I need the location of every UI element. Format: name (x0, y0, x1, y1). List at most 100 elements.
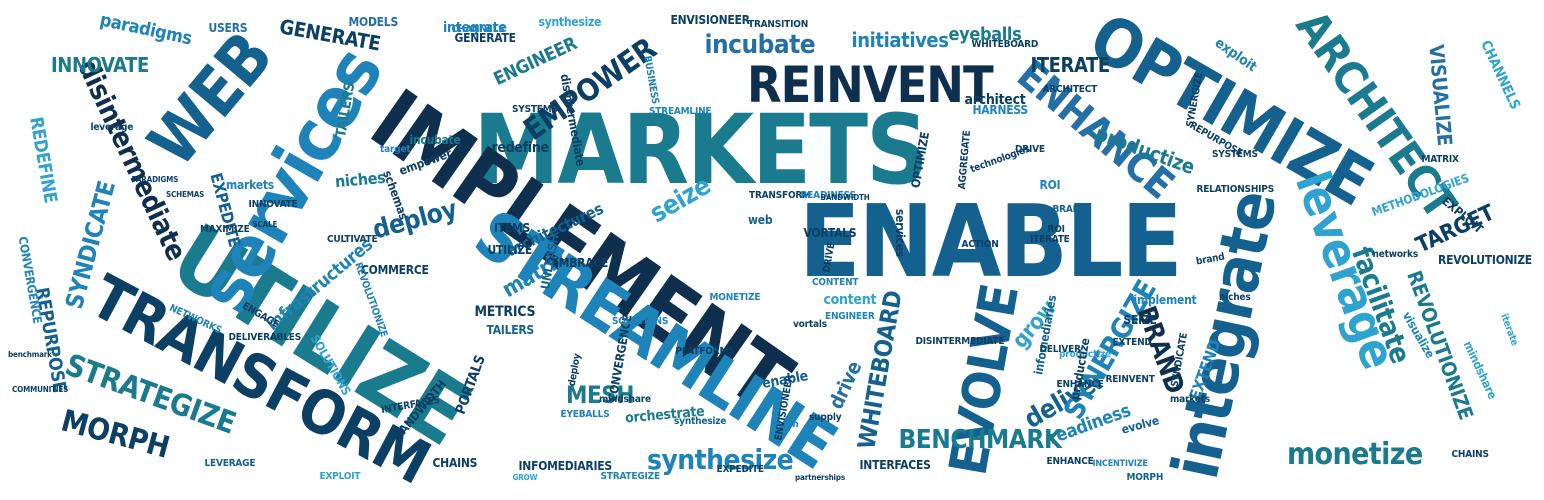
word-iterate: ITERATE (1030, 234, 1070, 245)
word-infomediaries: INFOMEDIARIES (518, 459, 613, 473)
word-mesh: mesh (772, 419, 799, 430)
word-synthesize: synthesize (647, 443, 794, 476)
word-systems: SYSTEMS (1212, 149, 1258, 160)
word-monetize: monetize (1287, 437, 1423, 472)
word-channels: CHANNELS (1477, 38, 1523, 112)
word-items: ITEMS (494, 221, 531, 235)
word-strategize: STRATEGIZE (600, 471, 661, 482)
word-channels: CHANNELS (451, 24, 505, 35)
word-morph: MORPH (1126, 472, 1164, 483)
word-revolutionize: REVOLUTIONIZE (1438, 253, 1532, 267)
word-systems: SYSTEMS (512, 104, 558, 115)
word-architect: architect (964, 92, 1026, 108)
word-content: content (823, 292, 877, 308)
word-drive: drive (823, 357, 867, 413)
word-convergence: CONVERGENCE (15, 235, 45, 325)
word-commerce: COMMERCE (361, 263, 429, 277)
word-drive: DRIVE (1015, 144, 1045, 155)
word-reinvent: REINVENT (1105, 374, 1155, 385)
word-benchmark: benchmark (8, 350, 52, 359)
word-relationships: RELATIONSHIPS (1196, 184, 1275, 195)
word-interfaces: INTERFACES (859, 458, 931, 472)
word-chains: CHAINS (432, 456, 478, 470)
word-brand: BRAND (1052, 204, 1088, 215)
word-vortals: VORTALS (803, 226, 857, 240)
word-maximize: MAXIMIZE (200, 224, 250, 235)
word-leverage: LEVERAGE (204, 458, 256, 469)
word-roi: ROI (1047, 224, 1066, 235)
word-harness: HARNESS (972, 103, 1029, 117)
word-niches: niches (334, 167, 387, 192)
word-disintermediate: DISINTERMEDIATE (915, 336, 1005, 347)
word-metrics: METRICS (474, 304, 536, 320)
word-action: ACTION (961, 239, 999, 250)
word-content: CONTENT (812, 277, 859, 288)
word-architect: ARCHITECT (1042, 84, 1098, 95)
word-markets: markets (226, 178, 274, 192)
word-implement: implement (1133, 293, 1197, 307)
word-exploit: EXPLOIT (319, 471, 361, 482)
word-models: MODELS (348, 15, 399, 29)
word-mesh: MESH (566, 381, 634, 409)
word-target: target (380, 144, 411, 155)
word-synthesize: synthesize (674, 416, 727, 427)
word-redefine: redefine (491, 140, 550, 156)
word-solutions: SOLUTIONS (612, 316, 669, 327)
word-readiness: READINESS (800, 190, 856, 201)
word-innovate: INNOVATE (248, 199, 298, 210)
word-reinvent: REINVENT (747, 56, 994, 114)
word-iterate: ITERATE (1030, 53, 1111, 77)
word-niches: niches (1219, 292, 1251, 303)
word-transition: TRANSITION (748, 19, 809, 30)
word-bandwidth: BANDWIDTH (820, 193, 870, 202)
word-matrix: MATRIX (1421, 154, 1459, 165)
word-utilize: UTILIZE (487, 243, 533, 257)
word-incubate: incubate (409, 133, 461, 147)
word-generate: GENERATE (454, 31, 516, 45)
word-communities: COMMUNITIES (12, 385, 69, 394)
word-whiteboard: WHITEBOARD (971, 39, 1039, 50)
word-paradigms: paradigms (97, 9, 194, 50)
word-integrate: integrate (443, 20, 507, 36)
word-chains: CHAINS (1451, 449, 1489, 460)
word-visualize: VISUALIZE (1423, 43, 1457, 147)
word-redefine: REDEFINE (24, 115, 61, 205)
word-streamline: STREAMLINE (649, 106, 712, 117)
word-enhance: ENHANCE (1056, 379, 1104, 390)
word-platforms: PLATFORMS (675, 346, 735, 357)
word-seize: SEIZE (1123, 313, 1157, 327)
word-incentivize: INCENTIVIZE (1092, 458, 1148, 469)
word-services: services (893, 208, 908, 258)
word-roi: ROI (1039, 178, 1061, 192)
word-cultivate: CULTIVATE (327, 234, 378, 245)
word-web: web (748, 213, 773, 227)
word-markets: MARKETS (473, 94, 929, 206)
word-engineer: ENGINEER (825, 311, 875, 322)
word-eyeballs: EYEBALLS (560, 409, 610, 420)
word-vortals: vortals (793, 319, 827, 330)
word-enable: ENABLE (799, 183, 1183, 300)
word-leverage: leverage (90, 122, 134, 133)
word-aggregate: AGGREGATE (956, 130, 973, 190)
word-iterate: iterate (1497, 312, 1520, 348)
word-productize: productize (1059, 349, 1111, 360)
word-monetize: MONETIZE (709, 292, 761, 303)
word-incubate: incubate (704, 30, 816, 60)
word-benchmark: BENCHMARK (898, 425, 1063, 455)
word-partnerships: partnerships (795, 473, 845, 482)
word-innovate: INNOVATE (51, 53, 149, 77)
word-scale: SCALE (252, 220, 278, 229)
word-markets: markets (1170, 394, 1210, 405)
word-schemas: SCHEMAS (166, 190, 205, 199)
word-deliverables: DELIVERABLES (228, 332, 302, 343)
word-transform: TRANSFORM (749, 190, 811, 201)
word-deliver: DELIVER (1039, 344, 1082, 355)
word-envisioneer: ENVISIONEER (670, 13, 750, 27)
word-initiatives: initiatives (851, 28, 949, 52)
word-embrace: EMBRACE (551, 256, 609, 270)
word-expedite: EXPEDITE (716, 464, 765, 475)
word-deploy: deploy (369, 194, 461, 246)
word-users: USERS (208, 21, 248, 35)
word-eyeballs: eyeballs (948, 24, 1022, 45)
